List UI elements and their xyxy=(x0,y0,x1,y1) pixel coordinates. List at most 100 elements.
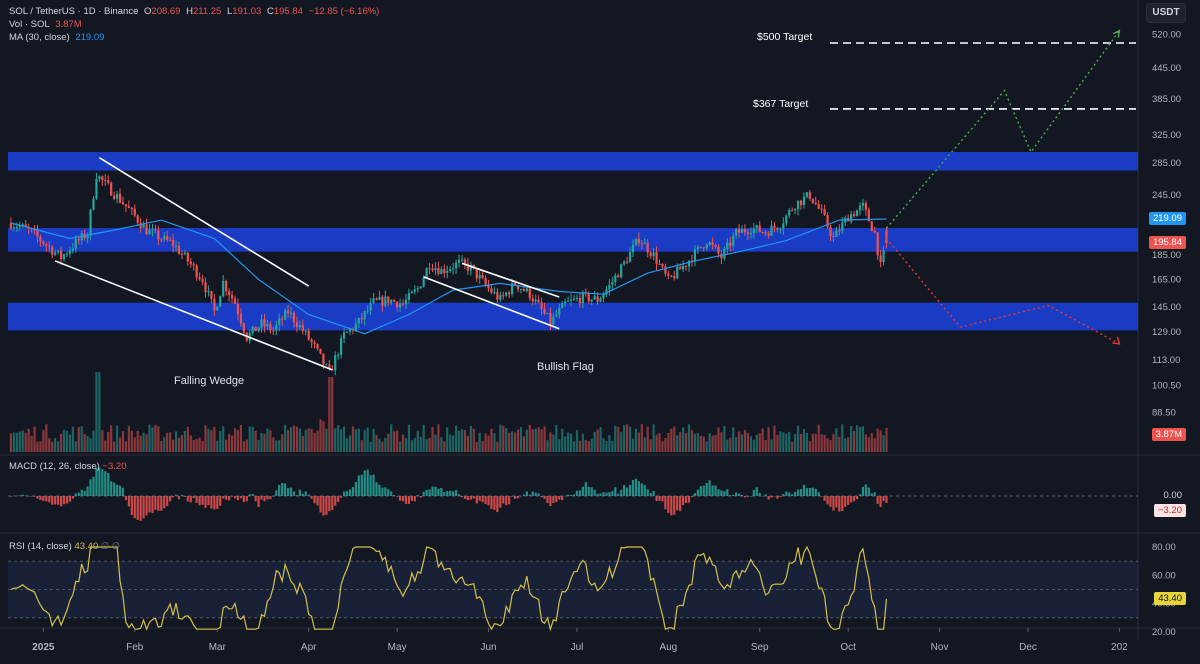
macd-bar xyxy=(18,495,21,496)
macd-bar xyxy=(785,491,788,496)
macd-bar xyxy=(596,493,599,496)
candle-body xyxy=(54,252,57,255)
candle-body xyxy=(643,242,646,245)
macd-bar xyxy=(307,494,310,496)
candle-body xyxy=(870,221,873,232)
macd-bar xyxy=(572,494,576,496)
macd-bar xyxy=(714,485,717,496)
candle-body xyxy=(233,298,237,304)
volume-bar xyxy=(319,419,322,452)
macd-bar xyxy=(876,496,879,504)
macd-bar xyxy=(705,482,708,496)
volume-bar xyxy=(749,436,752,452)
macd-bar xyxy=(21,494,24,496)
macd-bar xyxy=(788,492,791,496)
volume-bar xyxy=(245,439,248,452)
volume-bar xyxy=(578,440,582,452)
volume-bar xyxy=(213,426,216,452)
volume-bar xyxy=(393,431,396,452)
macd-bar xyxy=(104,471,107,496)
macd-bar xyxy=(587,486,590,496)
candle-body xyxy=(832,235,835,237)
volume-bar xyxy=(755,434,758,452)
candle-body xyxy=(363,311,366,320)
volume-bar xyxy=(528,425,531,452)
volume-bar xyxy=(316,430,319,452)
candle-body xyxy=(74,238,77,249)
macd-bar xyxy=(319,496,322,513)
volume-bar xyxy=(275,440,278,452)
candle-body xyxy=(735,229,738,236)
macd-bar xyxy=(24,495,27,497)
candle-body xyxy=(210,291,213,299)
candle-body xyxy=(398,303,402,308)
candle-body xyxy=(151,229,154,231)
candle-body xyxy=(569,299,573,301)
price-tick-label: 165.00 xyxy=(1152,274,1181,285)
macd-bar xyxy=(599,493,602,496)
candle-body xyxy=(269,323,272,331)
target-500-label: $500 Target xyxy=(757,31,813,43)
macd-bar xyxy=(469,496,472,500)
x-tick-label: Aug xyxy=(659,642,677,653)
macd-bar xyxy=(472,496,475,499)
candle-body xyxy=(808,192,811,199)
volume-bar xyxy=(699,435,702,452)
volume-bar xyxy=(160,441,163,452)
volume-bar xyxy=(301,436,304,452)
macd-bar xyxy=(257,496,260,507)
macd-bar xyxy=(130,496,133,516)
change-value: −12.85 (−6.16%) xyxy=(308,6,380,17)
volume-bar xyxy=(599,426,602,452)
candle-body xyxy=(59,250,63,260)
candle-body xyxy=(705,244,708,249)
volume-bar xyxy=(398,441,402,452)
bearish-projection-path xyxy=(885,238,1120,345)
candle-body xyxy=(596,296,599,302)
volume-bar xyxy=(611,440,614,452)
candle-body xyxy=(166,235,169,240)
candle-body xyxy=(711,242,714,246)
volume-bar xyxy=(24,432,27,452)
volume-bar xyxy=(746,432,750,452)
volume-bar xyxy=(852,430,856,452)
candle-body xyxy=(101,176,104,180)
candle-body xyxy=(434,268,437,271)
candle-body xyxy=(171,240,175,246)
candle-body xyxy=(340,338,343,355)
candle-body xyxy=(39,236,42,242)
candle-body xyxy=(230,295,234,299)
volume-bar xyxy=(390,424,393,452)
candle-body xyxy=(508,292,511,295)
macd-bar xyxy=(233,496,237,499)
candle-body xyxy=(242,323,245,333)
volume-bar xyxy=(502,425,505,452)
macd-bar xyxy=(755,487,758,496)
volume-bar xyxy=(808,441,811,452)
volume-bar xyxy=(98,372,101,452)
macd-bar xyxy=(74,493,77,496)
macd-bar xyxy=(478,496,481,501)
volume-bar xyxy=(687,424,691,452)
candle-body xyxy=(493,292,496,294)
candle-body xyxy=(428,268,431,270)
macd-bar xyxy=(348,489,352,496)
candle-body xyxy=(216,306,219,311)
macd-bar xyxy=(222,496,225,499)
volume-bar xyxy=(782,432,785,452)
candle-body xyxy=(222,280,225,297)
volume-bar xyxy=(369,441,372,452)
macd-bar xyxy=(242,496,245,503)
macd-bar xyxy=(496,496,499,513)
macd-bar xyxy=(475,496,478,504)
macd-bar xyxy=(711,485,714,496)
macd-bar xyxy=(142,496,145,519)
macd-bar xyxy=(823,496,826,501)
macd-bar xyxy=(664,496,667,510)
macd-bar xyxy=(773,496,776,497)
macd-bar xyxy=(684,496,688,503)
currency-button[interactable]: USDT xyxy=(1146,3,1186,23)
candle-body xyxy=(637,238,640,244)
